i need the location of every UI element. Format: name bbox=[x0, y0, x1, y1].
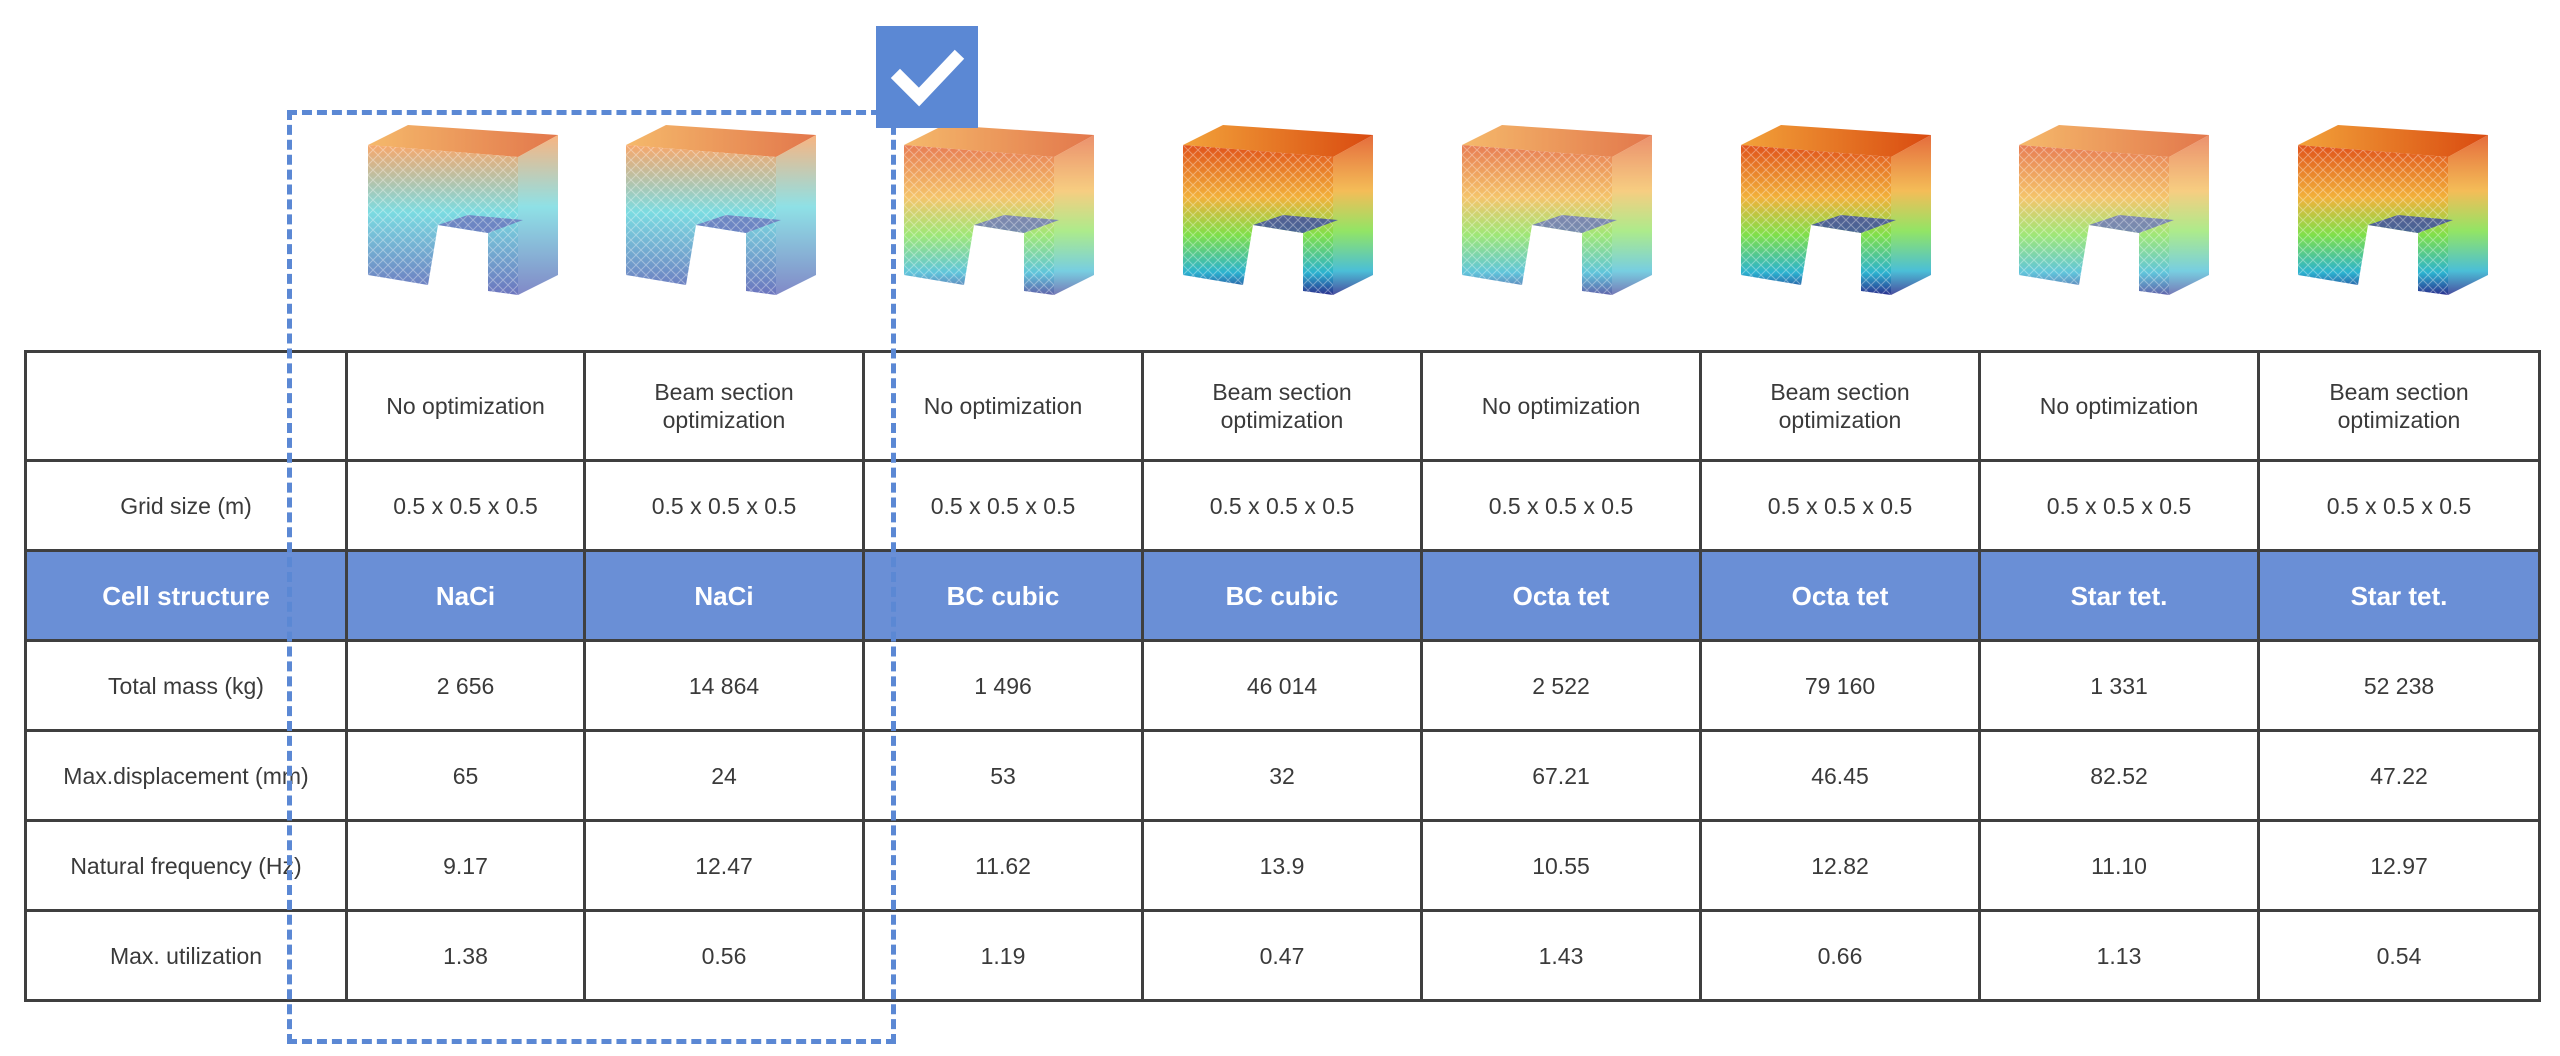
cell-cell-structure: BC cubic bbox=[862, 549, 1144, 642]
cell-total-mass: 79 160 bbox=[1699, 639, 1981, 732]
cell-total-mass: 1 496 bbox=[862, 639, 1144, 732]
cell-cell-structure: Star tet. bbox=[2257, 549, 2541, 642]
cell-natural-frequency: 11.62 bbox=[862, 819, 1144, 912]
cell-natural-frequency: 10.55 bbox=[1420, 819, 1702, 912]
cell-grid-size: 0.5 x 0.5 x 0.5 bbox=[1978, 459, 2260, 552]
lattice-rendering bbox=[1741, 125, 1931, 295]
cell-grid-size: 0.5 x 0.5 x 0.5 bbox=[583, 459, 865, 552]
lattice-rendering bbox=[2019, 125, 2209, 295]
cell-max-utilization: 0.47 bbox=[1141, 909, 1423, 1002]
cell-max-displacement: 82.52 bbox=[1978, 729, 2260, 822]
lattice-rendering bbox=[1183, 125, 1373, 295]
cell-cell-structure: Octa tet bbox=[1699, 549, 1981, 642]
row-grid-size: Grid size (m) 0.5 x 0.5 x 0.5 0.5 x 0.5 x … bbox=[24, 459, 2541, 552]
cell-max-utilization: 0.56 bbox=[583, 909, 865, 1002]
row-label: Max. utilization bbox=[24, 909, 348, 1002]
lattice-rendering bbox=[368, 125, 558, 295]
row-total-mass: Total mass (kg) 2 656 14 864 1 496 46 014 2 5… bbox=[24, 639, 2541, 732]
cell-total-mass: 52 238 bbox=[2257, 639, 2541, 732]
cell-natural-frequency: 13.9 bbox=[1141, 819, 1423, 912]
row-max-utilization: Max. utilization 1.38 0.56 1.19 0.47 1.43 0.66… bbox=[24, 909, 2541, 1002]
row-label bbox=[24, 350, 348, 462]
cell-natural-frequency: 12.47 bbox=[583, 819, 865, 912]
cell-optimization: No optimization bbox=[1420, 350, 1702, 462]
cell-max-utilization: 1.43 bbox=[1420, 909, 1702, 1002]
cell-cell-structure: Octa tet bbox=[1420, 549, 1702, 642]
structure-renderings bbox=[0, 0, 2560, 350]
cell-max-displacement: 53 bbox=[862, 729, 1144, 822]
cell-grid-size: 0.5 x 0.5 x 0.5 bbox=[1141, 459, 1423, 552]
row-label: Total mass (kg) bbox=[24, 639, 348, 732]
cell-total-mass: 2 522 bbox=[1420, 639, 1702, 732]
cell-total-mass: 1 331 bbox=[1978, 639, 2260, 732]
cell-total-mass: 2 656 bbox=[345, 639, 586, 732]
cell-natural-frequency: 9.17 bbox=[345, 819, 586, 912]
cell-max-displacement: 65 bbox=[345, 729, 586, 822]
cell-cell-structure: BC cubic bbox=[1141, 549, 1423, 642]
cell-grid-size: 0.5 x 0.5 x 0.5 bbox=[2257, 459, 2541, 552]
cell-optimization: Beam section optimization bbox=[1141, 350, 1423, 462]
cell-max-displacement: 67.21 bbox=[1420, 729, 1702, 822]
row-label: Max.displacement (mm) bbox=[24, 729, 348, 822]
results-table: No optimization Beam section optimization… bbox=[24, 350, 2541, 1002]
cell-grid-size: 0.5 x 0.5 x 0.5 bbox=[862, 459, 1144, 552]
cell-optimization: No optimization bbox=[862, 350, 1144, 462]
checkmark-icon bbox=[890, 49, 965, 107]
cell-optimization: Beam section optimization bbox=[583, 350, 865, 462]
cell-max-utilization: 1.13 bbox=[1978, 909, 2260, 1002]
cell-max-utilization: 0.66 bbox=[1699, 909, 1981, 1002]
row-max-displacement: Max.displacement (mm) 65 24 53 32 67.21 46.45 8… bbox=[24, 729, 2541, 822]
cell-max-utilization: 0.54 bbox=[2257, 909, 2541, 1002]
cell-optimization: Beam section optimization bbox=[2257, 350, 2541, 462]
row-optimization: No optimization Beam section optimization… bbox=[24, 350, 2541, 462]
cell-cell-structure: Star tet. bbox=[1978, 549, 2260, 642]
cell-grid-size: 0.5 x 0.5 x 0.5 bbox=[345, 459, 586, 552]
cell-total-mass: 14 864 bbox=[583, 639, 865, 732]
row-cell-structure: Cell structure NaCi NaCi BC cubic BC cubic Oc… bbox=[24, 549, 2541, 642]
cell-max-displacement: 47.22 bbox=[2257, 729, 2541, 822]
cell-natural-frequency: 11.10 bbox=[1978, 819, 2260, 912]
row-natural-frequency: Natural frequency (Hz) 9.17 12.47 11.62 13.9… bbox=[24, 819, 2541, 912]
cell-max-utilization: 1.38 bbox=[345, 909, 586, 1002]
row-label: Grid size (m) bbox=[24, 459, 348, 552]
lattice-rendering bbox=[1462, 125, 1652, 295]
lattice-rendering bbox=[2298, 125, 2488, 295]
cell-max-displacement: 24 bbox=[583, 729, 865, 822]
selected-badge[interactable] bbox=[876, 26, 978, 128]
cell-natural-frequency: 12.97 bbox=[2257, 819, 2541, 912]
lattice-rendering bbox=[626, 125, 816, 295]
cell-cell-structure: NaCi bbox=[583, 549, 865, 642]
row-label: Cell structure bbox=[24, 549, 348, 642]
cell-max-utilization: 1.19 bbox=[862, 909, 1144, 1002]
cell-cell-structure: NaCi bbox=[345, 549, 586, 642]
cell-grid-size: 0.5 x 0.5 x 0.5 bbox=[1699, 459, 1981, 552]
cell-max-displacement: 32 bbox=[1141, 729, 1423, 822]
cell-max-displacement: 46.45 bbox=[1699, 729, 1981, 822]
cell-optimization: No optimization bbox=[345, 350, 586, 462]
cell-optimization: No optimization bbox=[1978, 350, 2260, 462]
cell-optimization: Beam section optimization bbox=[1699, 350, 1981, 462]
row-label: Natural frequency (Hz) bbox=[24, 819, 348, 912]
cell-total-mass: 46 014 bbox=[1141, 639, 1423, 732]
cell-natural-frequency: 12.82 bbox=[1699, 819, 1981, 912]
lattice-rendering bbox=[904, 125, 1094, 295]
cell-grid-size: 0.5 x 0.5 x 0.5 bbox=[1420, 459, 1702, 552]
